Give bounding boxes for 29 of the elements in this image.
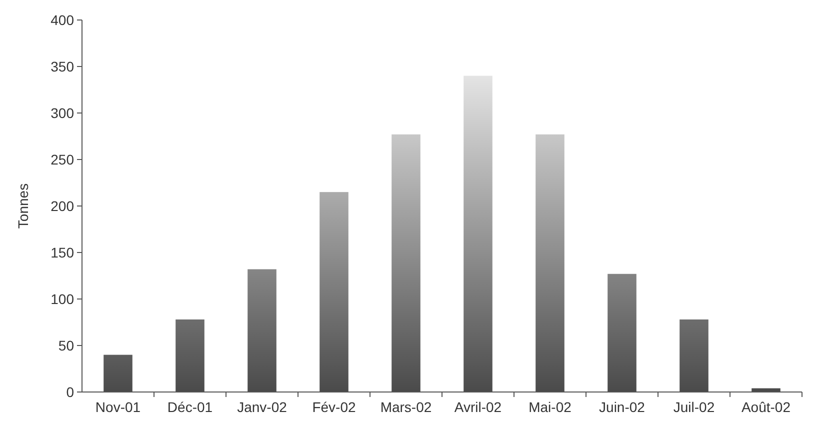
x-tick-label: Mai-02 xyxy=(528,399,572,415)
x-tick-label: Janv-02 xyxy=(237,399,288,415)
x-tick-label: Déc-01 xyxy=(167,399,213,415)
bar xyxy=(464,76,492,392)
bar xyxy=(320,192,348,392)
bar xyxy=(248,269,276,392)
bar xyxy=(608,274,636,392)
bar xyxy=(392,134,420,392)
x-tick-label: Fév-02 xyxy=(312,399,356,415)
bar xyxy=(536,134,564,392)
y-axis-title: Tonnes xyxy=(15,183,31,229)
y-tick-label: 350 xyxy=(50,58,74,74)
y-tick-label: 400 xyxy=(50,12,74,28)
bar xyxy=(104,354,132,392)
x-tick-label: Août-02 xyxy=(741,399,791,415)
y-tick-label: 200 xyxy=(50,198,74,214)
x-tick-label: Avril-02 xyxy=(454,399,502,415)
x-tick-label: Mars-02 xyxy=(380,399,432,415)
x-tick-label: Juin-02 xyxy=(599,399,646,415)
y-tick-label: 100 xyxy=(50,290,74,307)
y-tick-label: 50 xyxy=(58,337,74,354)
y-tick-label: 0 xyxy=(66,384,74,400)
y-tick-label: 150 xyxy=(50,244,74,260)
x-tick-label: Juil-02 xyxy=(673,399,715,415)
bar xyxy=(680,319,708,392)
y-tick-label: 250 xyxy=(50,151,74,168)
x-tick-label: Nov-01 xyxy=(95,399,141,415)
bar xyxy=(176,319,204,392)
y-tick-label: 300 xyxy=(50,104,74,121)
